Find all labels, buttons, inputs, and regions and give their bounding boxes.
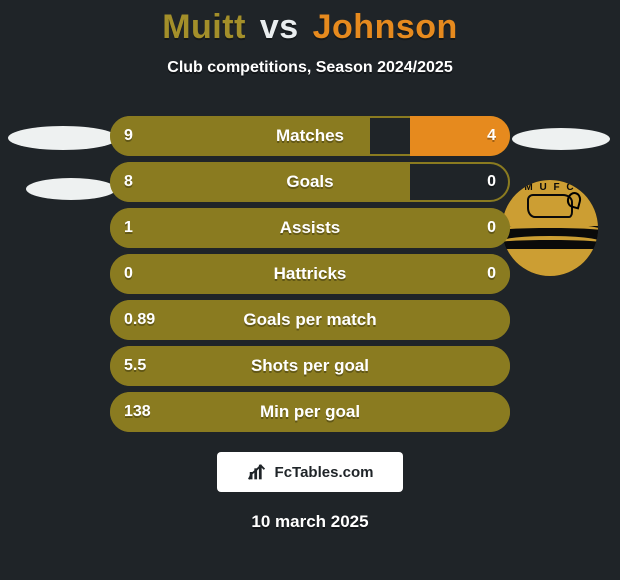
stat-fill-left [110,346,510,386]
stat-row: 138Min per goal [110,392,510,432]
stat-row: 80Goals [110,162,510,202]
crest-top: M U F C [502,180,598,226]
brand-box: FcTables.com [217,452,403,492]
page-title: Muitt vs Johnson [0,0,620,47]
stat-fill-right [410,116,510,156]
stat-fill-left [110,162,410,202]
brand-text: FcTables.com [275,464,374,481]
stat-row: 10Assists [110,208,510,248]
crest-text: M U F C [502,182,598,193]
player1-name: Muitt [162,8,246,46]
stat-row: 00Hattricks [110,254,510,294]
stat-fill-left [110,254,510,294]
date-text: 10 march 2025 [0,512,620,532]
crest-wave-icon [502,236,598,250]
stat-row: 0.89Goals per match [110,300,510,340]
stats-rows: 94Matches 80Goals 10Assists 00Hattricks 0.89… [110,116,510,438]
vs-text: vs [260,8,299,46]
subtitle: Club competitions, Season 2024/2025 [0,59,620,77]
placeholder-ellipse [8,126,118,150]
stat-fill-left [110,208,510,248]
stat-fill-left [110,300,510,340]
stat-row: 5.5Shots per goal [110,346,510,386]
stat-row: 94Matches [110,116,510,156]
placeholder-ellipse [512,128,610,150]
stat-fill-left [110,116,370,156]
placeholder-ellipse [26,178,116,200]
crest-lion-icon [527,194,573,218]
crest-bot [502,249,598,276]
stat-fill-left [110,392,510,432]
player2-name: Johnson [313,8,458,46]
chart-icon [247,461,269,483]
club-crest: M U F C [502,180,598,276]
